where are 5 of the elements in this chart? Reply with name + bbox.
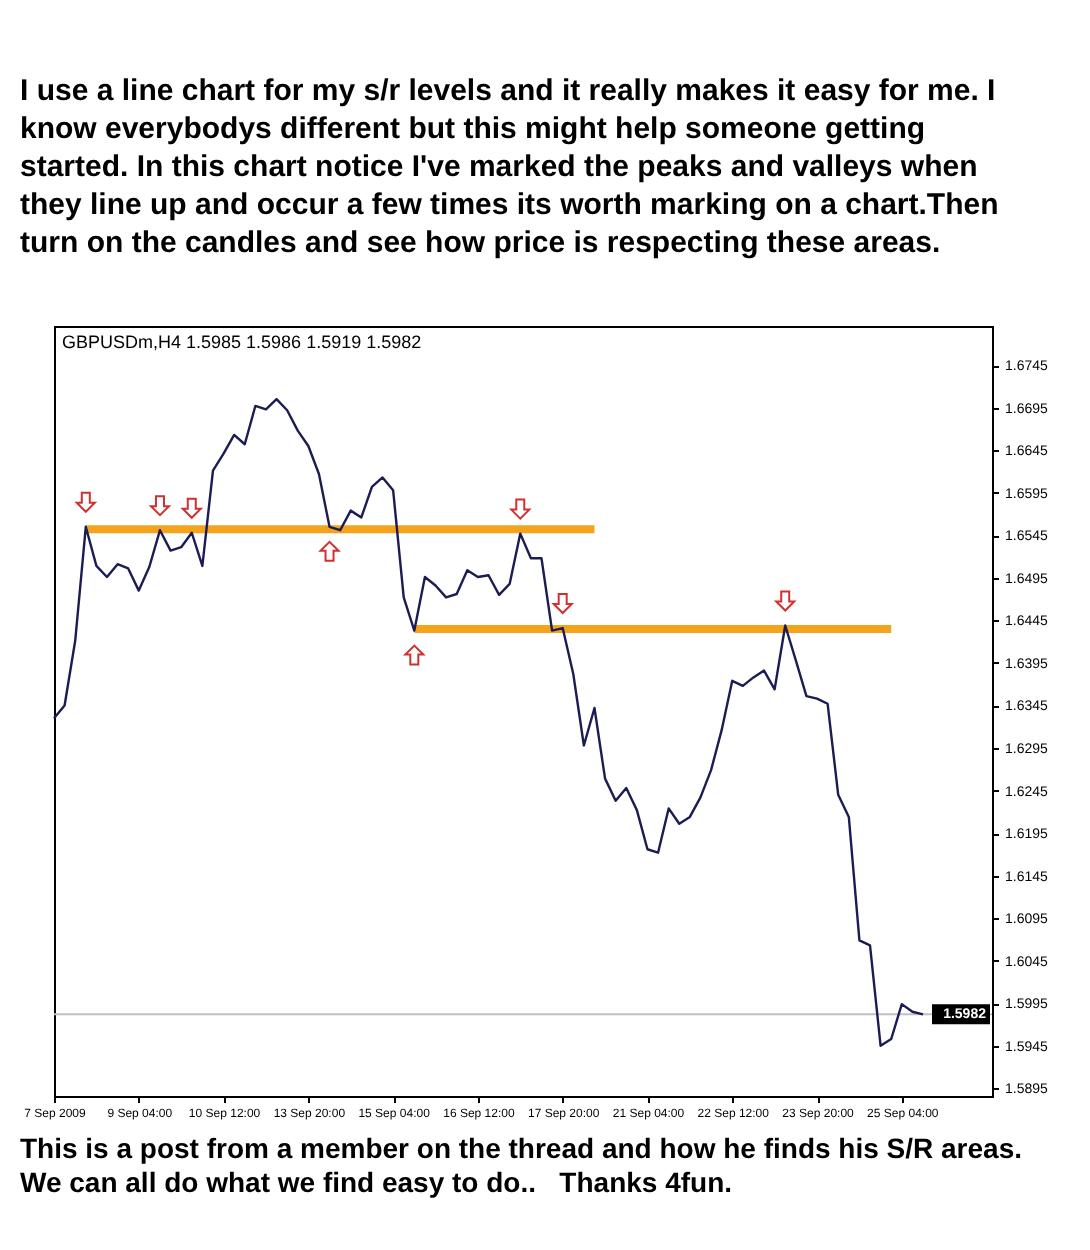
line-series bbox=[52, 397, 925, 1047]
text: This is a post from a member on the thread and how he finds his S/R areas. bbox=[20, 1132, 1024, 1166]
chart-title: I use a line chart for my s/r levels and it really makes it easy for me. I know everybodys different but this might help someone getting started. In this chart notice I've marked the peaks and valleys when they line up and occur a few times its worth marking on a chart.Then turn on the candles and see how price is respecting these areas. bbox=[20, 72, 1001, 262]
annotation: GBPUSDm,H4 1.5985 1.5986 1.5919 1.5982 bbox=[62, 332, 422, 352]
text: We can all do what we find easy to do.. Thanks 4fun. bbox=[20, 1166, 735, 1200]
